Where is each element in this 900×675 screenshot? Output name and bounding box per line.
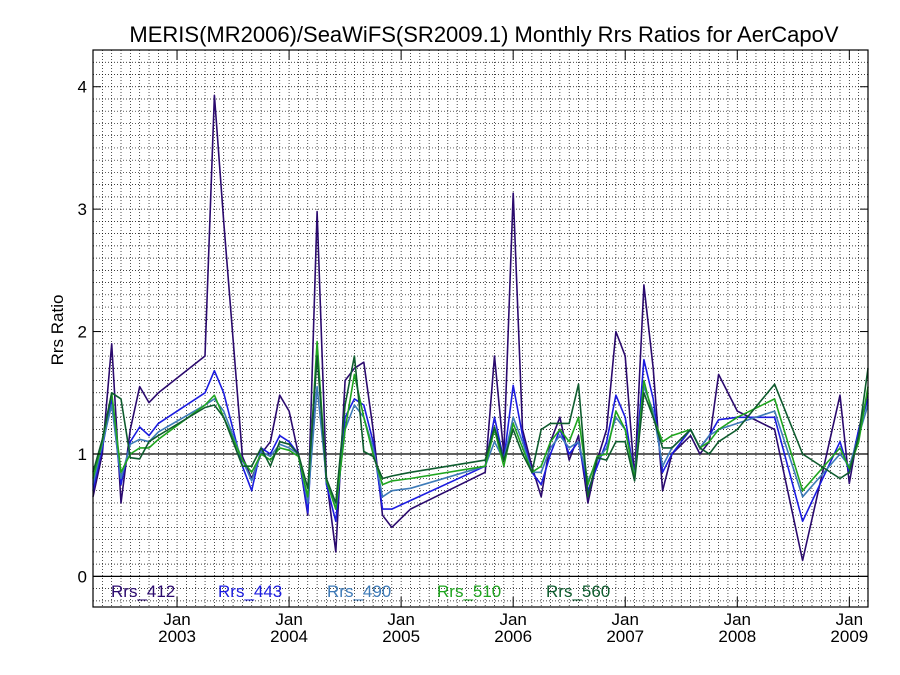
x-tick-label-month: Jan (275, 610, 302, 629)
legend-entry-rrs-490: Rrs_490 (327, 582, 391, 601)
series-group (92, 94, 869, 562)
x-tick-label-year: 2006 (494, 627, 532, 646)
plot-grid (93, 50, 868, 607)
y-tick-label: 1 (78, 445, 87, 464)
x-tick-label-month: Jan (499, 610, 526, 629)
y-tick-label: 2 (78, 323, 87, 342)
y-tick-label: 3 (78, 200, 87, 219)
x-tick-label-year: 2008 (718, 627, 756, 646)
x-tick-label-year: 2003 (158, 627, 196, 646)
y-axis-label: Rrs Ratio (48, 295, 67, 366)
series-line-rrs-510 (92, 340, 869, 510)
y-tick-label: 4 (78, 78, 87, 97)
legend: Rrs_412 Rrs_443 Rrs_490 Rrs_510 Rrs_560 (111, 582, 610, 601)
x-tick-label-year: 2005 (382, 627, 420, 646)
chart-title: MERIS(MR2006)/SeaWiFS(SR2009.1) Monthly … (129, 22, 838, 47)
x-tick-label-month: Jan (724, 610, 751, 629)
series-line-rrs-412 (92, 94, 869, 562)
series-line-rrs-443 (92, 349, 869, 523)
legend-entry-rrs-510: Rrs_510 (437, 582, 501, 601)
x-tick-label-month: Jan (163, 610, 190, 629)
legend-entry-rrs-560: Rrs_560 (546, 582, 610, 601)
y-tick-label: 0 (78, 567, 87, 586)
x-tick-label-month: Jan (387, 610, 414, 629)
reference-line-1 (93, 453, 868, 578)
x-tick-label-month: Jan (612, 610, 639, 629)
series-line-rrs-560 (92, 355, 869, 504)
x-axis-ticks: Jan2003Jan2004Jan2005Jan2006Jan2007Jan20… (158, 50, 868, 646)
legend-entry-rrs-412: Rrs_412 (111, 582, 175, 601)
x-tick-label-year: 2004 (270, 627, 308, 646)
plot-frame (92, 49, 869, 608)
x-tick-label-year: 2009 (830, 627, 868, 646)
x-tick-label-year: 2007 (606, 627, 644, 646)
legend-entry-rrs-443: Rrs_443 (218, 582, 282, 601)
y-axis-ticks: 0 1 2 3 4 (78, 78, 868, 586)
x-tick-label-month: Jan (836, 610, 863, 629)
